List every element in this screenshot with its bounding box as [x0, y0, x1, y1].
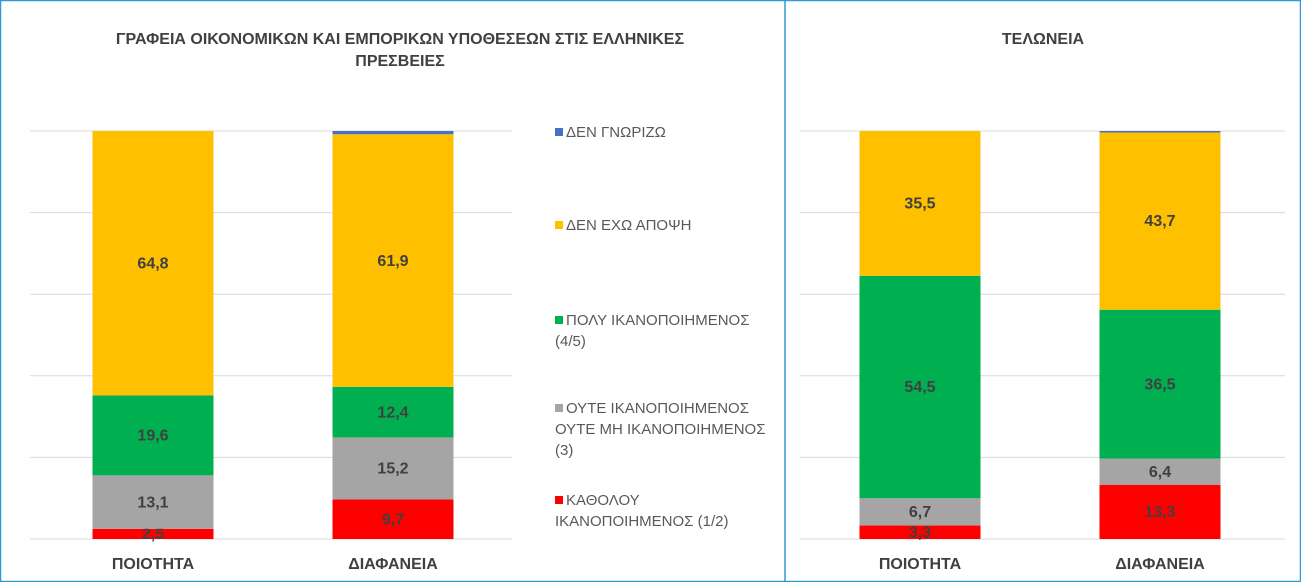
bar-segment: [92, 475, 214, 529]
data-label: 3,3: [909, 524, 931, 541]
x-tick-label: ΠΟΙΟΤΗΤΑ: [112, 556, 195, 573]
bar-segment: [332, 437, 454, 500]
x-tick-label: ΔΙΑΦΑΝΕΙΑ: [1115, 556, 1205, 573]
data-label: 54,5: [904, 379, 935, 396]
legend-entry: ΔΕΝ ΕΧΩ ΑΠΟΨΗ: [555, 215, 780, 236]
bar-segment: [92, 131, 214, 396]
x-tick-label: ΔΙΑΦΑΝΕΙΑ: [348, 556, 438, 573]
x-tick-label: ΠΟΙΟΤΗΤΑ: [879, 556, 962, 573]
legend-label: ΔΕΝ ΕΧΩ ΑΠΟΨΗ: [566, 217, 692, 234]
data-label: 6,7: [909, 504, 931, 521]
bar-segment: [859, 498, 981, 526]
bar-segment: [1099, 484, 1221, 539]
bar-segment: [92, 528, 214, 539]
legend-entry: ΔΕΝ ΓΝΩΡΙΖΩ: [555, 122, 780, 143]
data-label: 15,2: [377, 461, 408, 478]
bar-segment: [1099, 131, 1221, 133]
chart-title: ΤΕΛΩΝΕΙΑ: [1001, 31, 1085, 48]
legend-entry: ΠΟΛΥ ΙΚΑΝΟΠΟΙΗΜΕΝΟΣ (4/5): [555, 310, 780, 352]
data-label: 13,3: [1144, 504, 1175, 521]
data-label: 35,5: [904, 196, 935, 213]
legend-swatch: [555, 496, 563, 504]
bar-segment: [859, 275, 981, 499]
bar-segment: [859, 131, 981, 276]
data-label: 36,5: [1144, 376, 1175, 393]
bar-segment: [1099, 458, 1221, 485]
legend-label: ΚΑΘΟΛΟΥ ΙΚΑΝΟΠΟΙΗΜΕΝΟΣ (1/2): [555, 492, 729, 530]
data-label: 19,6: [137, 428, 168, 445]
data-label: 43,7: [1144, 213, 1175, 230]
bar-segment: [332, 499, 454, 539]
legend-swatch: [555, 221, 563, 229]
legend-swatch: [555, 404, 563, 412]
data-label: 61,9: [377, 253, 408, 270]
legend-label: ΔΕΝ ΓΝΩΡΙΖΩ: [566, 124, 666, 141]
legend-label: ΠΟΛΥ ΙΚΑΝΟΠΟΙΗΜΕΝΟΣ (4/5): [555, 312, 750, 350]
bar-segment: [332, 134, 454, 387]
data-label: 6,4: [1149, 464, 1171, 481]
bar-segment: [859, 525, 981, 539]
data-label: 2,5: [142, 526, 164, 543]
legend-entry: ΟΥΤΕ ΙΚΑΝΟΠΟΙΗΜΕΝΟΣ ΟΥΤΕ ΜΗ ΙΚΑΝΟΠΟΙΗΜΕΝ…: [555, 398, 780, 461]
chart-title: ΓΡΑΦΕΙΑ ΟΙΚΟΝΟΜΙΚΩΝ ΚΑΙ ΕΜΠΟΡΙΚΩΝ ΥΠΟΘΕΣ…: [115, 31, 685, 70]
bar-segment: [332, 386, 454, 438]
legend-entry: ΚΑΘΟΛΟΥ ΙΚΑΝΟΠΟΙΗΜΕΝΟΣ (1/2): [555, 490, 780, 532]
bar-segment: [92, 395, 214, 476]
data-label: 64,8: [137, 255, 168, 272]
data-label: 9,7: [382, 511, 404, 528]
bar-segment: [332, 131, 454, 135]
legend-swatch: [555, 316, 563, 324]
bar-segment: [1099, 309, 1221, 459]
legend-label: ΟΥΤΕ ΙΚΑΝΟΠΟΙΗΜΕΝΟΣ ΟΥΤΕ ΜΗ ΙΚΑΝΟΠΟΙΗΜΕΝ…: [555, 400, 766, 459]
bar-segment: [1099, 131, 1221, 310]
data-label: 12,4: [377, 404, 408, 421]
data-label: 13,1: [137, 494, 168, 511]
legend-swatch: [555, 128, 563, 136]
